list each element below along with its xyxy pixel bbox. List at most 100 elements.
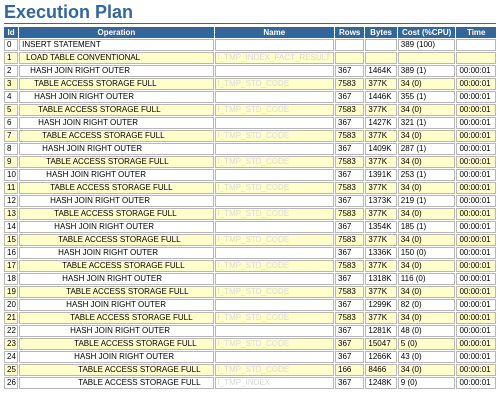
table-row: 21 TABLE ACCESS STORAGE FULL I_TMP_STD_COD… bbox=[4, 312, 496, 324]
cell-id: 7 bbox=[4, 130, 19, 142]
table-row: 3 TABLE ACCESS STORAGE FULL I_TMP_STD_CODE… bbox=[4, 78, 496, 90]
cell-operation: HASH JOIN RIGHT OUTER bbox=[19, 65, 214, 77]
cell-name: I_TMP_STD_CODE bbox=[214, 260, 335, 272]
cell-name: I_TMP_STD_CODE bbox=[214, 156, 335, 168]
cell-operation: HASH JOIN RIGHT OUTER bbox=[19, 325, 214, 337]
cell-name bbox=[214, 65, 335, 77]
cell-rows: 7583 bbox=[335, 78, 365, 90]
cell-operation: TABLE ACCESS STORAGE FULL bbox=[19, 260, 214, 272]
cell-bytes: 1409K bbox=[365, 143, 397, 155]
cell-id: 21 bbox=[4, 312, 19, 324]
cell-bytes: 377K bbox=[365, 130, 397, 142]
cell-operation: HASH JOIN RIGHT OUTER bbox=[19, 247, 214, 259]
cell-id: 0 bbox=[4, 39, 19, 51]
cell-name: I_TMP_STD_CODE bbox=[214, 312, 335, 324]
cell-cost: 5 (0) bbox=[397, 338, 456, 350]
cell-rows bbox=[335, 52, 365, 64]
cell-operation: HASH JOIN RIGHT OUTER bbox=[19, 351, 214, 363]
cell-bytes: 1248K bbox=[365, 377, 397, 389]
cell-bytes: 1427K bbox=[365, 117, 397, 129]
cell-cost: 34 (0) bbox=[397, 182, 456, 194]
table-row: 7 TABLE ACCESS STORAGE FULL I_TMP_STD_CODE… bbox=[4, 130, 496, 142]
cell-time: 00:00:01 bbox=[456, 273, 496, 285]
cell-name: I_TMP_STD_CODE bbox=[214, 130, 335, 142]
cell-cost: 48 (0) bbox=[397, 325, 456, 337]
cell-cost: 253 (1) bbox=[397, 169, 456, 181]
cell-id: 25 bbox=[4, 364, 19, 376]
table-row: 16 HASH JOIN RIGHT OUTER 367 1336K 150 (0) 00… bbox=[4, 247, 496, 259]
cell-name bbox=[214, 143, 335, 155]
cell-bytes: 1464K bbox=[365, 65, 397, 77]
cell-id: 9 bbox=[4, 156, 19, 168]
cell-operation: TABLE ACCESS STORAGE FULL bbox=[19, 377, 214, 389]
cell-time: 00:00:01 bbox=[456, 182, 496, 194]
cell-rows: 367 bbox=[335, 169, 365, 181]
cell-id: 22 bbox=[4, 325, 19, 337]
execution-plan-table: Id Operation Name Rows Bytes Cost (%CPU)… bbox=[3, 26, 497, 390]
cell-cost: 34 (0) bbox=[397, 312, 456, 324]
cell-id: 26 bbox=[4, 377, 19, 389]
cell-time: 00:00:01 bbox=[456, 156, 496, 168]
col-header-rows: Rows bbox=[335, 27, 365, 38]
cell-cost: 34 (0) bbox=[397, 130, 456, 142]
cell-bytes: 377K bbox=[365, 312, 397, 324]
cell-bytes bbox=[365, 52, 397, 64]
cell-operation: INSERT STATEMENT bbox=[19, 39, 214, 51]
cell-rows: 367 bbox=[335, 377, 365, 389]
cell-operation: HASH JOIN RIGHT OUTER bbox=[19, 143, 214, 155]
table-row: 10 HASH JOIN RIGHT OUTER 367 1391K 253 (1) 00… bbox=[4, 169, 496, 181]
cell-id: 20 bbox=[4, 299, 19, 311]
cell-time: 00:00:01 bbox=[456, 364, 496, 376]
col-header-name: Name bbox=[214, 27, 335, 38]
cell-cost: 150 (0) bbox=[397, 247, 456, 259]
cell-bytes: 1266K bbox=[365, 351, 397, 363]
cell-operation: TABLE ACCESS STORAGE FULL bbox=[19, 78, 214, 90]
cell-cost: 34 (0) bbox=[397, 260, 456, 272]
cell-cost: 43 (0) bbox=[397, 351, 456, 363]
cell-bytes: 377K bbox=[365, 104, 397, 116]
cell-id: 13 bbox=[4, 208, 19, 220]
col-header-time: Time bbox=[456, 27, 496, 38]
cell-time: 00:00:01 bbox=[456, 130, 496, 142]
cell-time: 00:00:01 bbox=[456, 260, 496, 272]
cell-name bbox=[214, 351, 335, 363]
cell-time: 00:00:01 bbox=[456, 377, 496, 389]
cell-bytes: 1299K bbox=[365, 299, 397, 311]
cell-cost: 287 (1) bbox=[397, 143, 456, 155]
cell-rows: 367 bbox=[335, 65, 365, 77]
cell-bytes: 377K bbox=[365, 260, 397, 272]
cell-rows: 367 bbox=[335, 117, 365, 129]
cell-cost: 82 (0) bbox=[397, 299, 456, 311]
cell-id: 14 bbox=[4, 221, 19, 233]
cell-operation: TABLE ACCESS STORAGE FULL bbox=[19, 338, 214, 350]
cell-rows: 367 bbox=[335, 338, 365, 350]
cell-rows: 367 bbox=[335, 221, 365, 233]
cell-time: 00:00:01 bbox=[456, 65, 496, 77]
cell-name bbox=[214, 299, 335, 311]
cell-time: 00:00:01 bbox=[456, 234, 496, 246]
cell-bytes: 1391K bbox=[365, 169, 397, 181]
table-row: 0 INSERT STATEMENT 389 (100) bbox=[4, 39, 496, 51]
cell-rows: 7583 bbox=[335, 208, 365, 220]
cell-time: 00:00:01 bbox=[456, 325, 496, 337]
cell-id: 5 bbox=[4, 104, 19, 116]
cell-cost: 34 (0) bbox=[397, 364, 456, 376]
cell-name: I_TMP_STD_CODE bbox=[214, 104, 335, 116]
cell-cost: 9 (0) bbox=[397, 377, 456, 389]
cell-name: I_TMP_STD_CODE bbox=[214, 78, 335, 90]
cell-id: 18 bbox=[4, 273, 19, 285]
cell-time: 00:00:01 bbox=[456, 312, 496, 324]
cell-operation: HASH JOIN RIGHT OUTER bbox=[19, 169, 214, 181]
table-row: 25 TABLE ACCESS STORAGE FULL I_TMP_STD_COD… bbox=[4, 364, 496, 376]
table-row: 15 TABLE ACCESS STORAGE FULL I_TMP_STD_COD… bbox=[4, 234, 496, 246]
title-underline bbox=[4, 23, 496, 24]
cell-rows: 7583 bbox=[335, 104, 365, 116]
cell-time: 00:00:01 bbox=[456, 143, 496, 155]
cell-operation: TABLE ACCESS STORAGE FULL bbox=[19, 312, 214, 324]
cell-time: 00:00:01 bbox=[456, 195, 496, 207]
cell-time: 00:00:01 bbox=[456, 169, 496, 181]
cell-rows bbox=[335, 39, 365, 51]
cell-bytes: 1373K bbox=[365, 195, 397, 207]
cell-time: 00:00:01 bbox=[456, 104, 496, 116]
cell-name bbox=[214, 273, 335, 285]
